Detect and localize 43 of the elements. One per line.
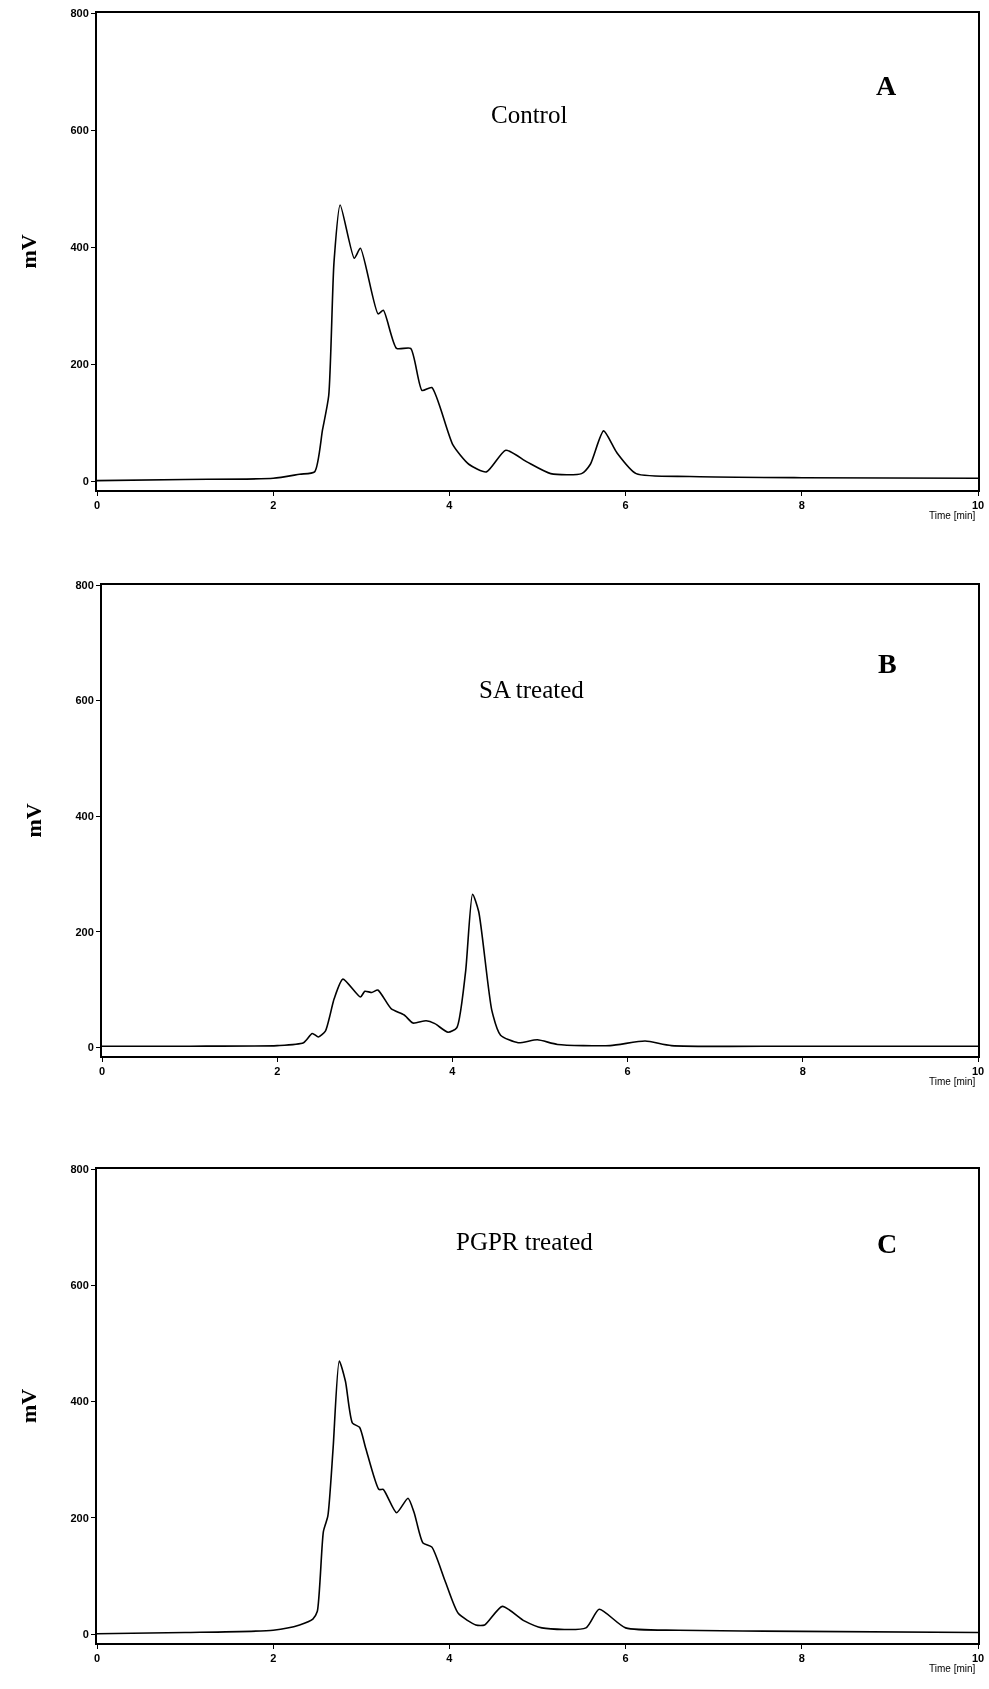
x-tick-label: 6 bbox=[622, 499, 629, 512]
y-tick-label: 400 bbox=[70, 1395, 89, 1408]
y-tick-label: 200 bbox=[75, 925, 94, 938]
text: PGPR treated bbox=[456, 1228, 594, 1255]
y-tick-label: 0 bbox=[82, 1628, 89, 1641]
x-tick-label: 10 bbox=[971, 499, 985, 512]
y-tick-label: 800 bbox=[70, 6, 89, 19]
y-axis-title: mV bbox=[20, 803, 46, 838]
x-axis-title: Time [min] bbox=[929, 1663, 976, 1674]
annotation: B bbox=[878, 648, 897, 679]
annotation: C bbox=[877, 1228, 898, 1259]
x-tick-label: 2 bbox=[270, 1652, 277, 1665]
annotation: A bbox=[876, 70, 897, 101]
y-tick-label: 600 bbox=[75, 694, 94, 707]
y-tick-label: 800 bbox=[75, 578, 94, 591]
x-axis-title: Time [min] bbox=[929, 510, 976, 521]
x-tick-label: 6 bbox=[624, 1065, 631, 1078]
x-axis-title: Time [min] bbox=[929, 1076, 976, 1087]
y-tick-label: 0 bbox=[87, 1041, 94, 1054]
x-tick-label: 6 bbox=[622, 1652, 629, 1665]
x-tick-label: 2 bbox=[270, 499, 277, 512]
text: Control bbox=[491, 101, 568, 128]
y-axis-title: mV bbox=[15, 1388, 41, 1424]
x-tick-label: 2 bbox=[274, 1065, 281, 1078]
x-tick-label: 4 bbox=[446, 499, 454, 512]
x-tick-label: 8 bbox=[798, 1652, 805, 1665]
x-tick-label: 4 bbox=[449, 1065, 457, 1078]
x-tick-label: 8 bbox=[799, 1065, 806, 1078]
y-tick-label: 0 bbox=[82, 475, 89, 488]
y-tick-label: 200 bbox=[70, 358, 89, 371]
y-axis-title: mV bbox=[15, 234, 41, 269]
y-tick-label: 200 bbox=[70, 1511, 89, 1524]
y-tick-label: 400 bbox=[75, 810, 94, 823]
y-tick-label: 400 bbox=[70, 240, 89, 253]
y-tick-label: 600 bbox=[70, 1279, 89, 1292]
x-tick-label: 4 bbox=[446, 1652, 454, 1665]
x-tick-label: 0 bbox=[98, 1065, 106, 1078]
y-tick-label: 800 bbox=[70, 1162, 89, 1175]
x-tick-label: 10 bbox=[971, 1652, 985, 1665]
x-tick-label: 10 bbox=[971, 1065, 985, 1078]
x-tick-label: 8 bbox=[798, 499, 805, 512]
text: SA treated bbox=[479, 676, 585, 703]
y-tick-label: 600 bbox=[70, 123, 89, 136]
